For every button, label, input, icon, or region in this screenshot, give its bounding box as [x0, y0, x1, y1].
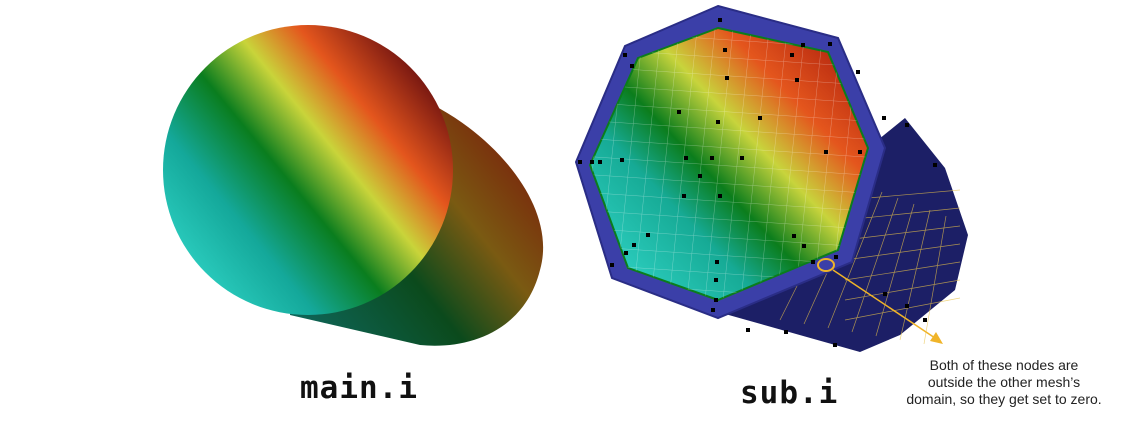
- mesh-node: [790, 53, 794, 57]
- mesh-node: [714, 278, 718, 282]
- mesh-node: [718, 18, 722, 22]
- mesh-node: [698, 174, 702, 178]
- mesh-node: [630, 64, 634, 68]
- mesh-node: [623, 53, 627, 57]
- mesh-node: [882, 116, 886, 120]
- mesh-node: [856, 70, 860, 74]
- mesh-node: [792, 234, 796, 238]
- mesh-node: [858, 150, 862, 154]
- mesh-node: [828, 42, 832, 46]
- cylinder-face: [163, 25, 453, 315]
- mesh-node: [784, 330, 788, 334]
- annotation-arrow-head: [930, 332, 943, 344]
- mesh-node: [801, 43, 805, 47]
- mesh-node: [715, 260, 719, 264]
- highlight-ellipse: [817, 258, 835, 272]
- mesh-node: [795, 78, 799, 82]
- mesh-node: [684, 156, 688, 160]
- mesh-node: [758, 116, 762, 120]
- mesh-node: [933, 163, 937, 167]
- mesh-node: [811, 260, 815, 264]
- mesh-node: [725, 76, 729, 80]
- mesh-node: [718, 194, 722, 198]
- main-caption: main.i: [300, 370, 418, 406]
- mesh-node: [824, 150, 828, 154]
- mesh-node: [802, 244, 806, 248]
- annotation-line-3: domain, so they get set to zero.: [906, 391, 1102, 407]
- mesh-node: [624, 251, 628, 255]
- mesh-node: [677, 110, 681, 114]
- annotation-line-2: outside the other mesh’s: [927, 374, 1081, 390]
- mesh-node: [923, 318, 927, 322]
- main-cylinder: [163, 25, 544, 346]
- mesh-node: [590, 160, 594, 164]
- mesh-node: [834, 255, 838, 259]
- mesh-node: [740, 156, 744, 160]
- sub-caption: sub.i: [740, 375, 839, 411]
- mesh-node: [905, 123, 909, 127]
- mesh-node: [646, 233, 650, 237]
- mesh-node: [710, 156, 714, 160]
- mesh-node: [598, 160, 602, 164]
- node-markers: [578, 18, 937, 347]
- mesh-node: [610, 263, 614, 267]
- mesh-node: [716, 120, 720, 124]
- annotation-note: Both of these nodes are outside the othe…: [884, 357, 1124, 408]
- mesh-node: [714, 298, 718, 302]
- mesh-node: [833, 343, 837, 347]
- mesh-node: [746, 328, 750, 332]
- mesh-node: [620, 158, 624, 162]
- annotation-line-1: Both of these nodes are: [929, 357, 1079, 373]
- mesh-node: [682, 194, 686, 198]
- annotation-arrow-line: [832, 269, 936, 339]
- mesh-node: [905, 304, 909, 308]
- mesh-node: [883, 292, 887, 296]
- mesh-node: [578, 160, 582, 164]
- mesh-node: [711, 308, 715, 312]
- mesh-node: [723, 48, 727, 52]
- mesh-node: [632, 243, 636, 247]
- sub-mesh: [574, 4, 968, 352]
